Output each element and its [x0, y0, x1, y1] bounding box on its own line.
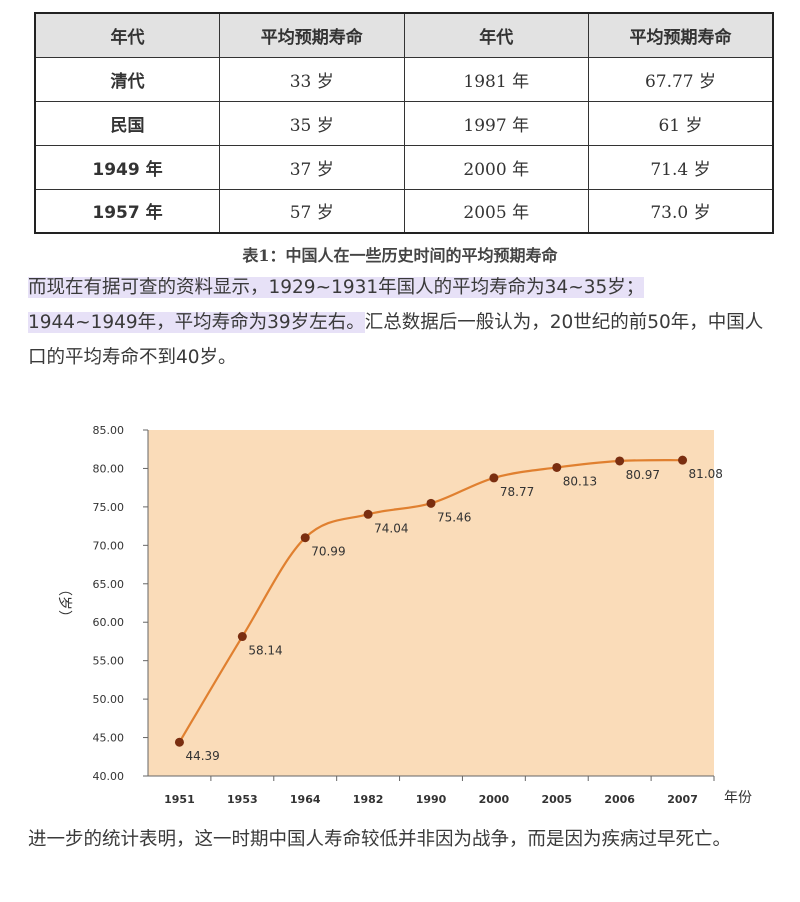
data-point: [615, 456, 625, 466]
x-tick-label: 1982: [353, 793, 384, 806]
y-tick-label: 65.00: [93, 578, 125, 591]
table-row: 民国 35 岁 1997 年 61 岁: [34, 100, 774, 146]
table-cell: 57 岁: [219, 188, 405, 234]
x-tick-label: 2000: [479, 793, 510, 806]
table-row: 1957 年 57 岁 2005 年 73.0 岁: [34, 188, 774, 234]
table-cell: 71.4 岁: [588, 144, 774, 190]
table-cell: 67.77 岁: [588, 56, 774, 102]
y-tick-label: 50.00: [93, 693, 125, 706]
table-cell: 民国: [34, 100, 220, 146]
data-label: 70.99: [311, 545, 345, 559]
data-label: 44.39: [185, 749, 219, 763]
paragraph-conclusion: 进一步的统计表明，这一时期中国人寿命较低并非因为战争，而是因为疾病过早死亡。: [28, 829, 732, 850]
life-expectancy-line-chart: 40.00 45.00 50.00 55.00 60.00 65.00 70.00 75.00…: [56, 424, 752, 806]
data-label: 81.08: [689, 467, 723, 481]
table-cell: 33 岁: [219, 56, 405, 102]
data-label: 75.46: [437, 510, 471, 524]
x-tick-label: 1964: [290, 793, 321, 806]
x-tick-label: 2006: [604, 793, 635, 806]
chart-axes: [147, 430, 714, 777]
table-row: 1949 年 37 岁 2000 年 71.4 岁: [34, 144, 774, 190]
data-point: [174, 737, 184, 747]
y-tick-label: 40.00: [93, 770, 125, 783]
y-tick-labels: 40.00 45.00 50.00 55.00 60.00 65.00 70.00 75.00…: [93, 424, 148, 783]
y-tick-label: 60.00: [93, 616, 125, 629]
plot-background: [148, 430, 714, 776]
header-era: 年代: [403, 12, 589, 58]
x-tick-label: 1951: [164, 793, 195, 806]
highlighted-text: 而现在有据可查的资料显示，1929~1931年国人的平均寿命为34~35岁；: [28, 277, 645, 298]
data-point: [489, 473, 499, 483]
y-axis-label: （岁）: [56, 582, 72, 624]
y-tick-label: 55.00: [93, 655, 125, 668]
table-row: 清代 33 岁 1981 年 67.77 岁: [34, 56, 774, 102]
x-tick-label: 2005: [541, 793, 572, 806]
table-cell: 清代: [34, 56, 220, 102]
table-cell: 2005 年: [403, 188, 589, 234]
x-tick-label: 2007: [667, 793, 698, 806]
header-era: 年代: [34, 12, 220, 58]
table-cell: 1957 年: [34, 188, 220, 234]
series-markers: [174, 455, 688, 747]
y-tick-label: 80.00: [93, 462, 125, 475]
paragraph-intro: 而现在有据可查的资料显示，1929~1931年国人的平均寿命为34~35岁； 19…: [28, 270, 780, 375]
data-point: [678, 455, 688, 465]
x-tick-labels: 1951 1953 1964 1982 1990 2000 2005 2006 2007: [164, 776, 715, 806]
table-cell: 35 岁: [219, 100, 405, 146]
x-tick-label: 1953: [227, 793, 258, 806]
table-header-row: 年代 平均预期寿命 年代 平均预期寿命: [34, 12, 774, 58]
data-label: 58.14: [248, 644, 282, 658]
table-caption: 表1：中国人在一些历史时间的平均预期寿命: [242, 246, 558, 265]
table-cell: 73.0 岁: [588, 188, 774, 234]
table-cell: 37 岁: [219, 144, 405, 190]
paragraph-text: 汇总数据后一般认为，20世纪的前50年，中国人口的平均寿命不到40岁。: [28, 312, 764, 368]
data-point: [552, 462, 562, 472]
data-point: [300, 533, 310, 543]
data-point: [426, 498, 436, 508]
data-label: 80.97: [626, 468, 660, 482]
table-cell: 2000 年: [403, 144, 589, 190]
data-point: [237, 632, 247, 642]
highlighted-text: 1944~1949年，平均寿命为39岁左右。: [28, 312, 365, 333]
data-labels: 44.39 58.14 70.99 74.04 75.46 78.77 80.13 80.97…: [185, 467, 722, 763]
data-label: 80.13: [563, 474, 597, 488]
life-expectancy-table: 年代 平均预期寿命 年代 平均预期寿命 清代 33 岁 1981 年 67.77…: [34, 12, 774, 234]
x-axis-label: 年份: [724, 790, 752, 806]
data-label: 78.77: [500, 485, 534, 499]
table-cell: 61 岁: [588, 100, 774, 146]
y-tick-label: 75.00: [93, 501, 125, 514]
y-tick-label: 45.00: [93, 732, 125, 745]
x-tick-label: 1990: [416, 793, 447, 806]
data-label: 74.04: [374, 521, 408, 535]
table-cell: 1949 年: [34, 144, 220, 190]
data-point: [363, 509, 373, 519]
header-life-expectancy: 平均预期寿命: [219, 12, 405, 58]
table-cell: 1981 年: [403, 56, 589, 102]
table-cell: 1997 年: [403, 100, 589, 146]
header-life-expectancy: 平均预期寿命: [588, 12, 774, 58]
life-expectancy-table-container: 年代 平均预期寿命 年代 平均预期寿命 清代 33 岁 1981 年 67.77…: [34, 12, 774, 234]
y-tick-label: 70.00: [93, 539, 125, 552]
y-tick-label: 85.00: [93, 424, 125, 437]
